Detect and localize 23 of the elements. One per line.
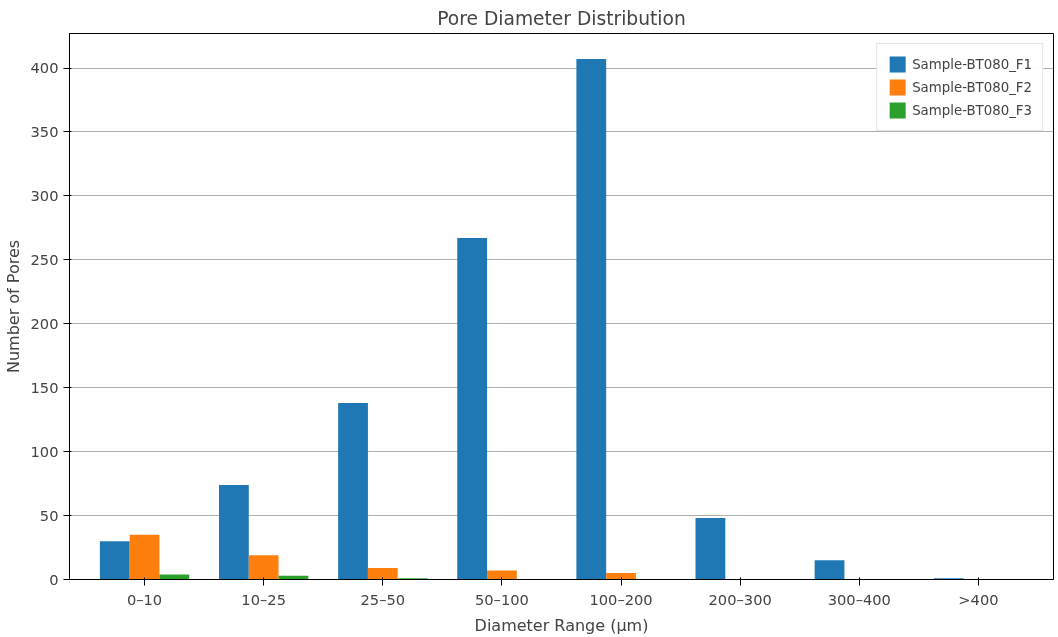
y-tick-label: 400	[30, 59, 59, 77]
x-tick-label: 300–400	[827, 590, 891, 608]
y-tick-label: 0	[49, 570, 59, 588]
x-tick-label: 50–100	[474, 590, 529, 608]
chart-title: Pore Diameter Distribution	[437, 7, 686, 29]
y-tick-label: 150	[30, 378, 59, 396]
y-tick-label: 300	[30, 186, 59, 204]
y-tick-label: 200	[30, 314, 59, 332]
x-axis-title: Diameter Range (µm)	[474, 615, 649, 635]
legend-label: Sample-BT080_F2	[912, 79, 1032, 95]
y-tick-label: 100	[30, 442, 59, 460]
x-tick-label: >400	[958, 590, 999, 608]
y-tick-label: 350	[30, 122, 59, 140]
x-tick-label: 25–50	[360, 590, 406, 608]
x-tick-label: 200–300	[708, 590, 772, 608]
x-tick-label: 100–200	[589, 590, 653, 608]
legend-label: Sample-BT080_F3	[912, 102, 1032, 118]
y-tick-label: 250	[30, 250, 59, 268]
legend-label: Sample-BT080_F1	[912, 56, 1032, 72]
x-tick-label: 10–25	[241, 590, 287, 608]
x-tick-label: 0–10	[126, 590, 163, 608]
y-tick-label: 50	[39, 506, 59, 524]
y-axis-title: Number of Pores	[3, 239, 23, 374]
